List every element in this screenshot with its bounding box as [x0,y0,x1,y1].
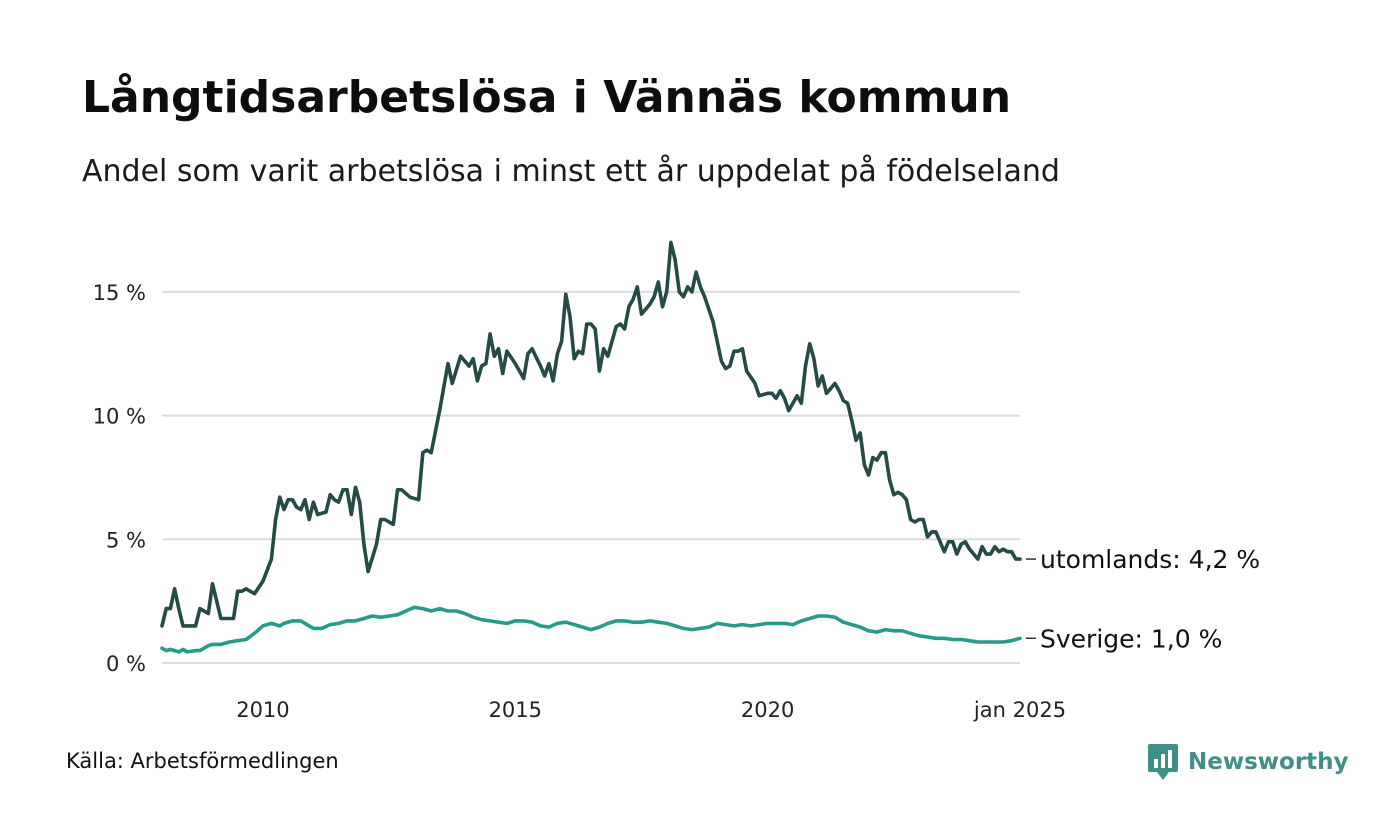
series-line-sverige [160,605,1022,654]
chart-title: Långtidsarbetslösa i Vännäs kommun [82,72,1012,123]
y-tick-label: 5 % [106,528,146,552]
source-note: Källa: Arbetsförmedlingen [66,749,339,773]
y-tick-label: 10 % [93,405,146,429]
series-line-utomlands [160,240,1022,628]
newsworthy-logo-icon [1148,744,1178,780]
y-tick-label: 0 % [106,652,146,676]
x-tick-label: jan 2025 [973,698,1066,722]
brand-name: Newsworthy [1188,749,1349,775]
x-tick-label: 2015 [489,698,542,722]
series-end-labels: utomlands: 4,2 % Sverige: 1,0 % [1026,545,1260,653]
brand-logo: Newsworthy [1148,744,1349,780]
x-tick-label: 2010 [236,698,289,722]
end-label-utomlands: utomlands: 4,2 % [1040,545,1260,574]
gridlines [162,290,1020,664]
y-tick-label: 15 % [93,281,146,305]
x-tick-label: 2020 [741,698,794,722]
x-axis-tick-labels: 2010 2015 2020 jan 2025 [236,698,1066,722]
y-axis-tick-labels: 0 % 5 % 10 % 15 % [93,281,146,676]
chart-subtitle: Andel som varit arbetslösa i minst ett å… [82,154,1060,189]
series-lines [160,240,1022,654]
end-label-sverige: Sverige: 1,0 % [1040,624,1222,653]
